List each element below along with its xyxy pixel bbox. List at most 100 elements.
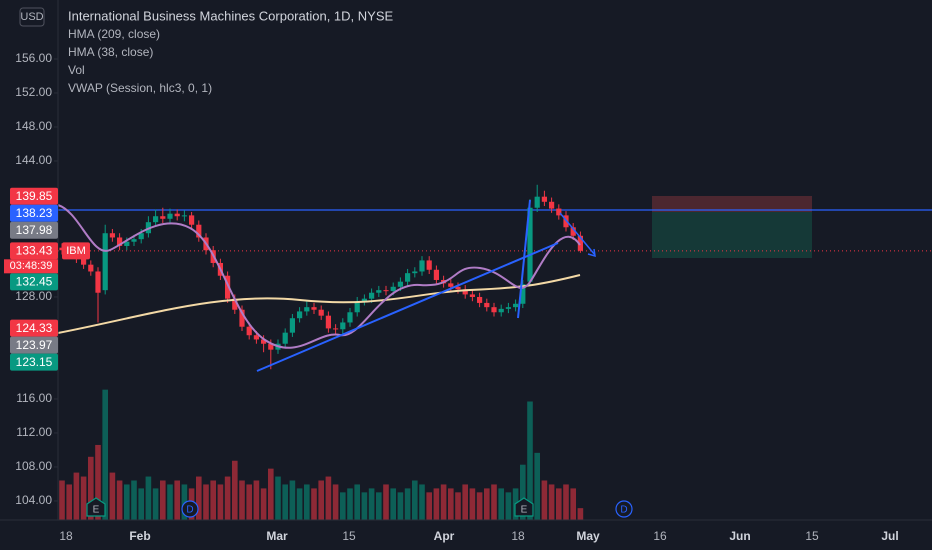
x-tick-label: 15 [805,529,819,543]
candle-body [556,208,562,216]
x-tick-label: Feb [129,529,150,543]
candle-body [369,292,375,299]
candle-body [455,286,461,290]
volume-bar [448,488,454,520]
volume-bar [102,389,108,520]
volume-bar [426,492,432,520]
volume-bar [469,488,476,520]
candle-body [232,298,238,310]
candle-body [491,307,497,313]
candle-body [498,308,504,313]
candle-body [477,296,483,303]
candle-body [289,318,295,333]
volume-bar [152,488,159,520]
x-tick-label: 18 [511,529,525,543]
event-marker [615,500,633,518]
candle-body [261,339,267,344]
price-label-box [10,336,58,354]
price-label: 123.15 [16,355,53,369]
volume-bar [527,401,533,520]
candle-body [513,303,519,308]
volume-bar [232,460,238,520]
volume-bar [116,480,123,520]
countdown: 03:48:39 [10,260,53,272]
volume-bar [520,464,526,520]
x-tick-label: Apr [434,529,455,543]
event-label: E [521,505,528,516]
candle-body [81,258,87,265]
volume-bar [412,480,418,520]
volume-bar [563,484,569,520]
candle-body [253,335,259,340]
y-tick-label: 112.00 [16,425,52,439]
volume-bar [203,484,209,520]
volume-bar [95,444,101,520]
candle-body [448,283,454,287]
y-tick-label: 128.00 [15,289,52,303]
currency-box [19,7,45,27]
volume-bar [311,488,317,520]
price-label-box [10,242,58,260]
candle-body [570,227,576,236]
trend-line [256,242,559,372]
x-tick-label: 15 [342,529,356,543]
volume-bar [361,492,368,520]
candle-body [577,235,583,251]
candle-body [340,322,346,330]
y-tick-label: 116.00 [16,391,52,405]
symbol-label: IBM [66,245,86,257]
candle-body [167,213,173,219]
countdown-box [4,259,58,274]
price-label-box [10,204,58,222]
volume-bar [476,492,483,520]
candle-body [109,233,115,238]
volume-bar [145,476,152,520]
candle-body [304,307,310,312]
volume-bar [167,484,173,520]
volume-bar [174,480,180,520]
price-label-box [10,273,58,291]
currency: USD [20,11,43,23]
event-marker [514,497,534,517]
y-tick-label: 108.00 [15,459,52,473]
candle-body [433,269,439,280]
volume-bar [131,480,137,520]
volume-bar [484,488,490,520]
candle-body [469,294,475,297]
candle-body [131,239,137,242]
volume-bar [160,480,166,520]
x-tick-label: Jul [881,529,898,543]
volume-bar [440,484,447,520]
candle-body [412,271,418,274]
volume-bar [376,492,382,520]
price-label: 139.85 [16,189,53,203]
candle-body [354,301,360,313]
candle-body [419,260,425,272]
volume-bar [462,484,468,520]
hma-209 [57,274,581,334]
volume-bar [534,452,540,520]
volume-bar [275,476,281,520]
candle-body [153,216,159,223]
candle-body [541,196,547,202]
candle-body [124,241,130,246]
price-label-box [10,353,58,371]
y-tick-label: 156.00 [15,51,52,65]
volume-bar [88,456,94,520]
volume-bar [282,484,288,520]
candle-body [246,326,252,336]
candle-body [239,309,245,327]
candle-body [520,284,526,304]
candle-body [549,201,555,209]
volume-bar [268,468,274,520]
volume-bar [59,480,65,520]
volume-bar [577,508,584,520]
x-tick-label: Mar [266,529,288,543]
price-label: 124.33 [16,321,53,335]
arrow-line [559,212,596,256]
event-label: D [620,505,627,516]
candle-body [138,233,144,240]
indicator: VWAP (Session, hlc3, 0, 1) [68,81,212,95]
price-axis: 156.00152.00148.00144.00136.00128.00116.… [4,51,899,543]
